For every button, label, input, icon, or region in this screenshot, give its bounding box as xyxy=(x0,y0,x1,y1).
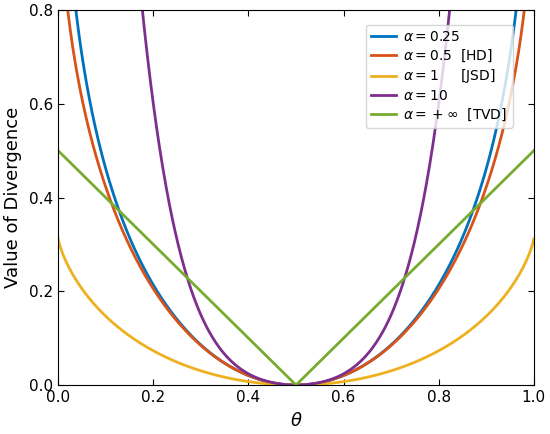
$\alpha = 0.5$  [HD] xyxy=(293,382,299,388)
$\alpha = 1$     [JSD] xyxy=(293,382,299,388)
$\alpha = 1$     [JSD] xyxy=(55,237,62,242)
Line: $\alpha = 10$: $\alpha = 10$ xyxy=(58,0,534,385)
$\alpha = 0.25$ xyxy=(293,382,299,388)
$\alpha = +\infty$  [TVD] xyxy=(273,364,280,369)
Line: $\alpha = 0.5$  [HD]: $\alpha = 0.5$ [HD] xyxy=(58,0,534,385)
$\alpha = +\infty$  [TVD] xyxy=(516,162,523,167)
$\alpha = +\infty$  [TVD] xyxy=(530,148,537,153)
$\alpha = 0.25$ xyxy=(286,382,293,388)
$\alpha = +\infty$  [TVD] xyxy=(293,382,299,388)
$\alpha = 0.25$ xyxy=(79,56,86,62)
Legend: $\alpha = 0.25$, $\alpha = 0.5$  [HD], $\alpha = 1$     [JSD], $\alpha = 10$, $\: $\alpha = 0.25$, $\alpha = 0.5$ [HD], $\… xyxy=(366,25,513,128)
$\alpha = 1$     [JSD] xyxy=(516,270,523,276)
Line: $\alpha = +\infty$  [TVD]: $\alpha = +\infty$ [TVD] xyxy=(58,151,534,385)
$\alpha = +\infty$  [TVD] xyxy=(430,247,436,253)
$\alpha = +\infty$  [TVD] xyxy=(517,161,524,167)
$\alpha = +\infty$  [TVD] xyxy=(79,172,86,177)
Line: $\alpha = 1$     [JSD]: $\alpha = 1$ [JSD] xyxy=(58,239,534,385)
$\alpha = 0.5$  [HD] xyxy=(286,382,293,388)
$\alpha = 0.5$  [HD] xyxy=(430,295,436,300)
$\alpha = 1$     [JSD] xyxy=(430,351,436,356)
$\alpha = 1$     [JSD] xyxy=(79,287,86,292)
$\alpha = 1$     [JSD] xyxy=(286,382,293,388)
$\alpha = 1$     [JSD] xyxy=(530,237,537,242)
$\alpha = +\infty$  [TVD] xyxy=(55,148,62,153)
$\alpha = 0.5$  [HD] xyxy=(79,99,86,104)
$\alpha = 10$ xyxy=(430,142,436,147)
Y-axis label: Value of Divergence: Value of Divergence xyxy=(4,107,22,288)
$\alpha = 0.5$  [HD] xyxy=(273,381,280,386)
$\alpha = 10$ xyxy=(286,382,293,388)
$\alpha = +\infty$  [TVD] xyxy=(286,376,293,381)
$\alpha = 1$     [JSD] xyxy=(273,382,280,387)
Line: $\alpha = 0.25$: $\alpha = 0.25$ xyxy=(58,0,534,385)
$\alpha = 0.25$ xyxy=(430,292,436,297)
X-axis label: $\theta$: $\theta$ xyxy=(290,412,303,430)
$\alpha = 0.25$ xyxy=(273,381,280,386)
$\alpha = 1$     [JSD] xyxy=(517,270,524,275)
$\alpha = 0.5$  [HD] xyxy=(516,40,523,45)
$\alpha = 10$ xyxy=(293,382,299,388)
$\alpha = 10$ xyxy=(273,381,280,386)
$\alpha = 0.5$  [HD] xyxy=(517,38,524,43)
